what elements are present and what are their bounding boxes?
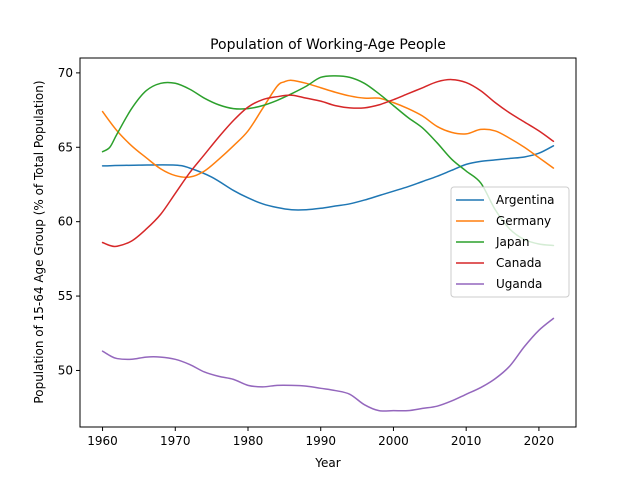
y-tick-label: 65 bbox=[58, 140, 73, 154]
x-tick-label: 2010 bbox=[451, 434, 482, 448]
y-tick-label: 50 bbox=[58, 363, 73, 377]
legend-label-germany: Germany bbox=[496, 214, 551, 228]
x-tick-label: 2020 bbox=[524, 434, 555, 448]
series-layer bbox=[101, 75, 555, 412]
legend: Argentina Germany Japan Canada Uganda bbox=[450, 186, 570, 298]
legend-label-japan: Japan bbox=[495, 235, 529, 249]
legend-box bbox=[450, 186, 570, 298]
x-tick-label: 2000 bbox=[378, 434, 409, 448]
series-line-germany bbox=[101, 79, 555, 179]
series-line-uganda bbox=[101, 317, 555, 412]
x-axis-label: Year bbox=[314, 456, 340, 470]
y-tick-label: 70 bbox=[58, 66, 73, 80]
series-line-canada bbox=[101, 78, 555, 248]
x-tick-label: 1970 bbox=[160, 434, 191, 448]
y-tick-label: 55 bbox=[58, 289, 73, 303]
x-tick-label: 1960 bbox=[87, 434, 118, 448]
legend-label-argentina: Argentina bbox=[496, 193, 555, 207]
x-tick-label: 1980 bbox=[233, 434, 264, 448]
y-axis-label: Population of 15-64 Age Group (% of Tota… bbox=[32, 80, 46, 403]
plot-frame bbox=[79, 57, 577, 428]
y-axis: 50 55 60 65 70 bbox=[58, 66, 80, 377]
series-line-japan bbox=[101, 75, 555, 247]
x-tick-label: 1990 bbox=[305, 434, 336, 448]
series-line-argentina bbox=[101, 145, 555, 211]
legend-label-canada: Canada bbox=[496, 256, 542, 270]
x-axis: 1960 1970 1980 1990 2000 2010 2020 bbox=[87, 427, 554, 448]
chart-title: Population of Working-Age People bbox=[210, 37, 446, 53]
legend-label-uganda: Uganda bbox=[496, 277, 542, 291]
y-tick-label: 60 bbox=[58, 215, 73, 229]
